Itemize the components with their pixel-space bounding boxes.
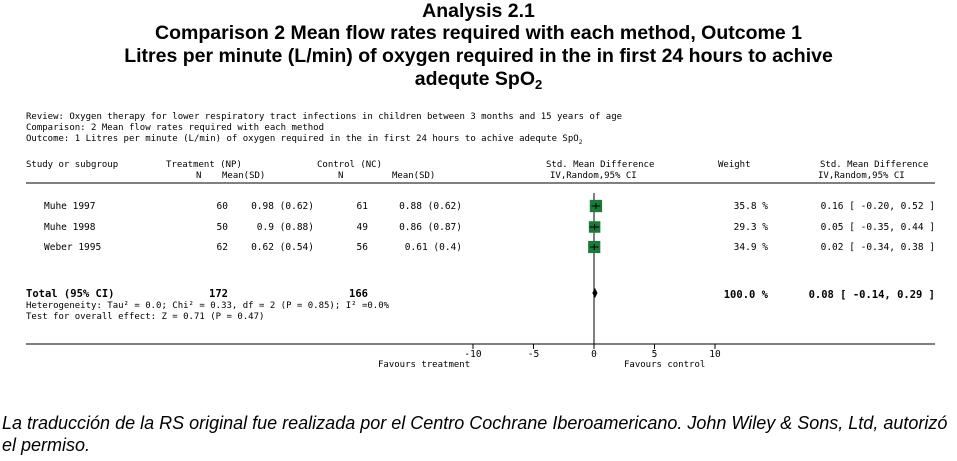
total-weight: 100.0 %	[723, 289, 768, 301]
total-control-n: 166	[349, 288, 368, 300]
weight-value: 29.3 %	[733, 222, 768, 233]
ci-value: 0.05 [ -0.35, 0.44 ]	[820, 222, 935, 233]
control-meansd: 0.86 (0.87)	[399, 222, 462, 233]
control-meansd: 0.88 (0.62)	[399, 201, 462, 212]
header-smd-plot-method: IV,Random,95% CI	[550, 171, 637, 181]
total-treatment-n: 172	[209, 288, 228, 300]
header-treatment-n: N	[196, 171, 202, 181]
treatment-n: 50	[216, 222, 228, 233]
header-smd: Std. Mean Difference	[820, 160, 929, 170]
ci-value: 0.02 [ -0.34, 0.38 ]	[820, 242, 935, 253]
weight-value: 35.8 %	[733, 201, 768, 212]
translation-caption: La traducción de la RS original fue real…	[2, 413, 948, 455]
x-tick-label: 0	[591, 349, 597, 360]
total-label: Total (95% CI)	[26, 288, 115, 300]
title-line4-text: adequte SpO	[414, 68, 536, 90]
header-study: Study or subgroup	[26, 160, 119, 170]
header-weight: Weight	[718, 160, 751, 170]
header-control-n: N	[338, 171, 344, 181]
control-n: 61	[356, 201, 368, 212]
control-n: 49	[356, 222, 368, 233]
heterogeneity-text: Heterogeneity: Tau² = 0.0; Chi² = 0.33, …	[26, 301, 390, 311]
control-n: 56	[356, 242, 368, 253]
header-control-meansd: Mean(SD)	[392, 171, 436, 181]
study-name: Muhe 1997	[44, 201, 96, 212]
overall-effect-text: Test for overall effect: Z = 0.71 (P = 0…	[26, 312, 265, 322]
total-diamond	[592, 288, 598, 298]
plot-layer	[472, 193, 716, 349]
favours-control-label: Favours control	[624, 360, 706, 370]
treatment-meansd: 0.9 (0.88)	[256, 222, 314, 233]
total-ci: 0.08 [ -0.14, 0.29 ]	[808, 289, 935, 301]
study-name: Weber 1995	[44, 242, 102, 253]
treatment-n: 60	[216, 201, 228, 212]
header-control: Control (NC)	[317, 160, 383, 170]
study-name: Muhe 1998	[44, 222, 96, 233]
outcome-line: Outcome: 1 Litres per minute (L/min) of …	[26, 134, 582, 148]
figure-title-line2: Comparison 2 Mean flow rates required wi…	[155, 22, 802, 44]
favours-treatment-label: Favours treatment	[378, 360, 471, 370]
figure-title-line4: adequte SpO2	[0, 68, 957, 91]
figure-title-line3: Litres per minute (L/min) of oxygen requ…	[124, 45, 833, 67]
figure-title-line1: Analysis 2.1	[422, 0, 535, 22]
treatment-meansd: 0.62 (0.54)	[251, 242, 314, 253]
header-smd-method: IV,Random,95% CI	[818, 171, 905, 181]
header-treatment-meansd: Mean(SD)	[222, 171, 266, 181]
x-tick-label: -5	[527, 349, 540, 360]
x-tick-label: 5	[651, 349, 658, 360]
forest-plot	[26, 182, 935, 349]
header-smd-plot: Std. Mean Difference	[546, 160, 655, 170]
treatment-n: 62	[216, 242, 228, 253]
outcome-subscript: 2	[578, 138, 583, 146]
outcome-text: Outcome: 1 Litres per minute (L/min) of …	[26, 134, 579, 144]
header-treatment: Treatment (NP)	[166, 160, 242, 170]
review-line: Review: Oxygen therapy for lower respira…	[26, 112, 623, 122]
x-tick-label: -10	[464, 349, 482, 360]
x-tick-label: 10	[709, 349, 721, 360]
comparison-line: Comparison: 2 Mean flow rates required w…	[26, 123, 325, 133]
control-meansd: 0.61 (0.4)	[404, 242, 462, 253]
treatment-meansd: 0.98 (0.62)	[251, 201, 314, 212]
ci-value: 0.16 [ -0.20, 0.52 ]	[820, 201, 935, 212]
title-line4-subscript: 2	[535, 77, 543, 92]
weight-value: 34.9 %	[733, 242, 768, 253]
